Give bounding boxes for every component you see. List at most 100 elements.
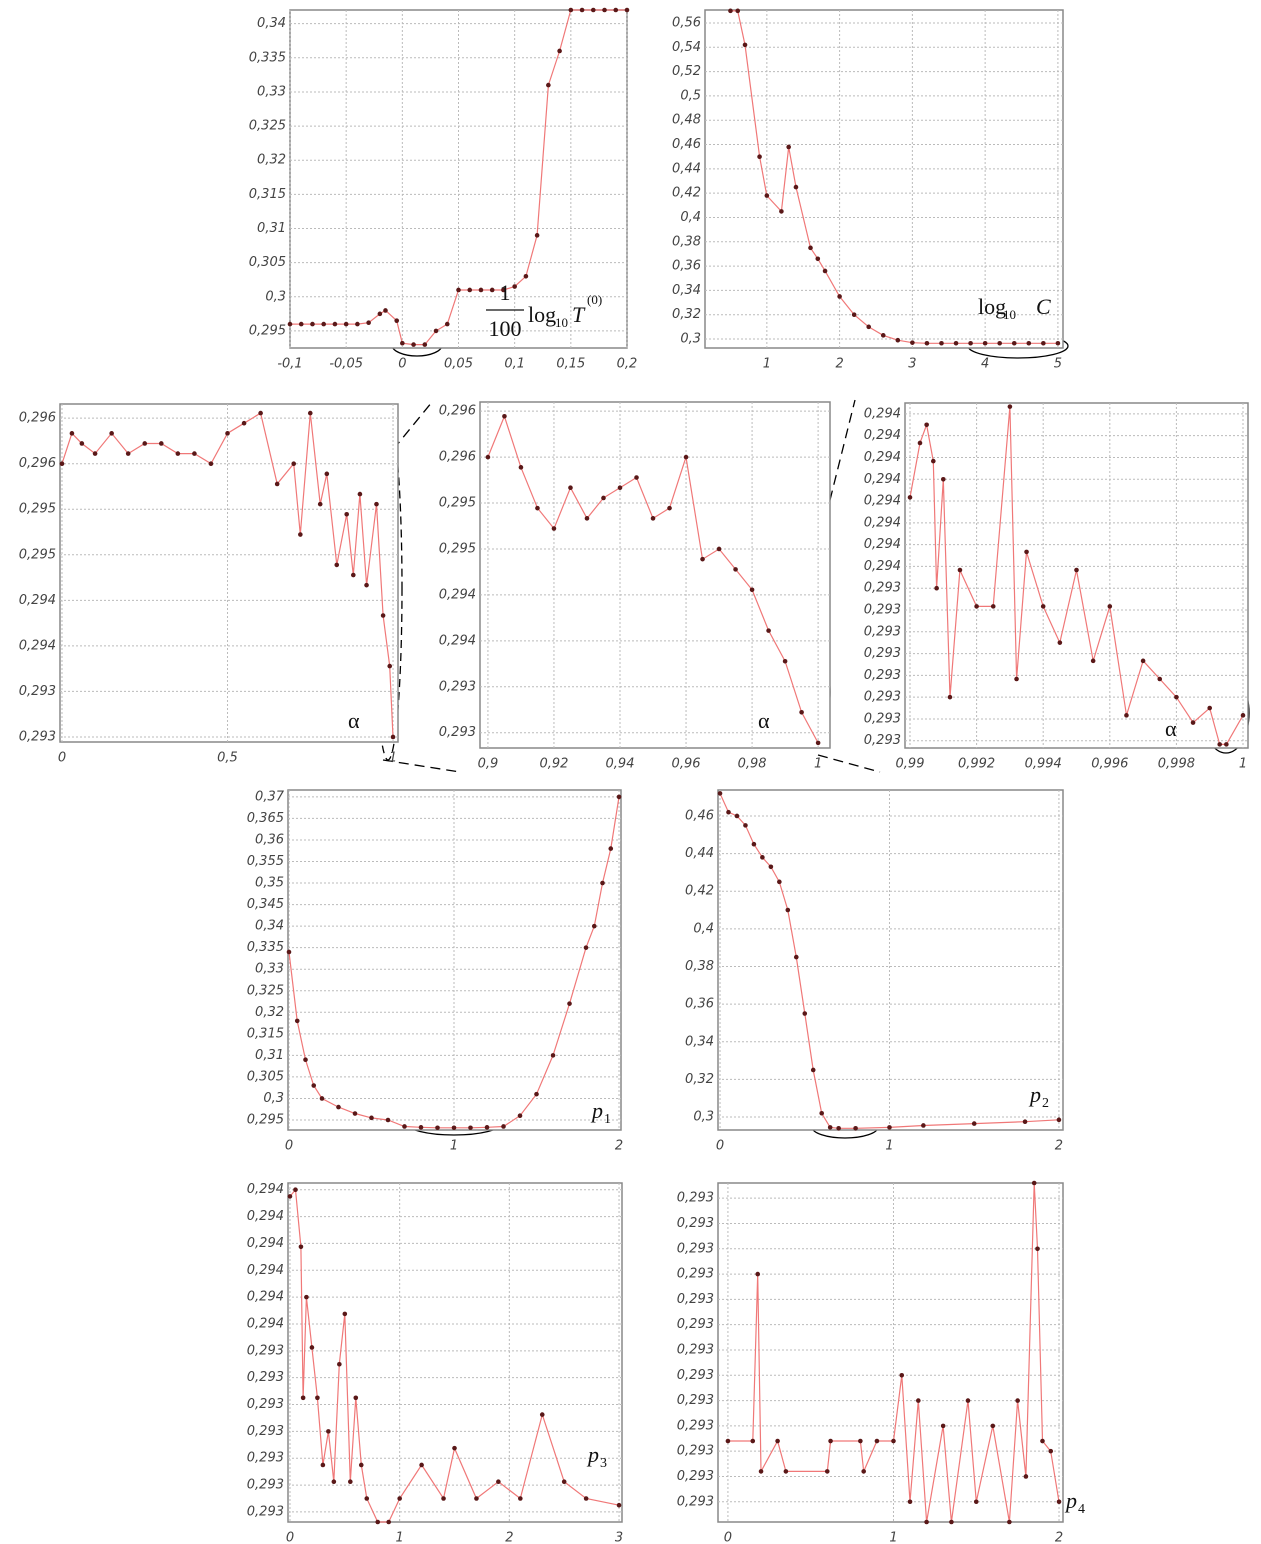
data-point [851, 312, 857, 317]
y-tick-label: 0,32 [685, 1072, 714, 1087]
x-tick-label: 0 [58, 751, 66, 766]
data-point [608, 846, 614, 851]
data-point [159, 441, 164, 446]
data-point [1026, 340, 1032, 346]
data-point [1056, 1117, 1062, 1123]
data-point [775, 1438, 780, 1444]
plot-area [59, 403, 399, 743]
data-point [208, 461, 214, 467]
y-tick-label: 0,293 [247, 1343, 284, 1358]
data-point [79, 441, 85, 446]
data-point [971, 1121, 977, 1126]
data-point [808, 245, 813, 251]
x-tick-label: 0 [286, 1531, 294, 1544]
annotation: log [528, 302, 556, 327]
x-tick-label: 0,1 [504, 357, 525, 372]
data-point [451, 1125, 457, 1131]
data-point [435, 1125, 440, 1131]
annotation: p [590, 1098, 603, 1123]
data-point [1217, 742, 1222, 747]
data-point [468, 1125, 473, 1131]
y-tick-label: 0,293 [864, 581, 901, 596]
data-point [561, 1479, 567, 1485]
y-tick-label: 0,294 [247, 1182, 284, 1197]
data-point [1207, 705, 1213, 711]
data-point [861, 1469, 866, 1474]
y-tick-label: 0,52 [672, 64, 701, 79]
y-tick-label: 0,294 [247, 1316, 284, 1331]
data-point [319, 1096, 325, 1101]
data-point [613, 7, 619, 13]
data-point [394, 318, 400, 323]
annotation: 3 [600, 1456, 607, 1471]
data-point [1024, 549, 1029, 555]
y-tick-label: 0,293 [677, 1191, 714, 1206]
data-point [758, 1469, 764, 1474]
data-point [755, 1271, 761, 1277]
data-point [939, 340, 944, 346]
data-point [331, 1479, 337, 1485]
y-tick-label: 0,295 [247, 1113, 284, 1128]
data-point [749, 587, 755, 593]
x-tick-label: 0,5 [217, 751, 238, 766]
data-point [551, 526, 557, 531]
y-tick-label: 0,295 [249, 323, 286, 338]
annotation: T [572, 302, 586, 327]
chart: 0 1 2 3 0,293 0,293 0,293 0,293 0,293 0,293 0,293 0… [247, 1182, 623, 1544]
data-point [766, 628, 771, 633]
data-point [734, 813, 740, 819]
data-point [924, 1519, 929, 1525]
data-point [344, 512, 349, 517]
plot-area [717, 1182, 1064, 1523]
y-tick-label: 0,54 [672, 40, 701, 55]
data-point [837, 294, 842, 299]
data-point [815, 256, 821, 262]
y-tick-label: 0,293 [19, 684, 56, 699]
data-point [1011, 340, 1017, 346]
data-point [390, 734, 396, 740]
x-tick-label: 1 [814, 757, 822, 772]
y-tick-label: 0,293 [439, 679, 476, 694]
y-tick-label: 0,48 [672, 113, 701, 128]
chart: 0 1 20,30,320,340,360,380,40,420,440,46p 2 [685, 789, 1064, 1154]
data-point [1022, 1119, 1028, 1125]
data-point [1140, 658, 1146, 664]
data-point [751, 841, 757, 847]
y-tick-label: 0,293 [677, 1469, 714, 1484]
y-tick-label: 0,44 [685, 846, 714, 861]
data-point [274, 481, 280, 487]
y-tick-label: 0,31 [257, 221, 286, 236]
data-point [617, 485, 623, 491]
y-tick-label: 0,325 [249, 119, 286, 134]
x-tick-label: 0 [716, 1139, 724, 1154]
data-point [557, 48, 562, 54]
y-tick-label: 0,294 [864, 428, 901, 443]
data-point [1014, 676, 1019, 682]
y-tick-label: 0,32 [672, 307, 701, 322]
data-point [836, 1126, 841, 1131]
data-point [303, 1057, 308, 1062]
data-point [386, 1519, 391, 1525]
x-tick-label: 2 [615, 1139, 623, 1154]
x-tick-label: 0,05 [444, 357, 473, 372]
data-point [815, 740, 821, 746]
data-point [899, 1372, 905, 1378]
data-point [602, 7, 607, 13]
data-point [364, 1496, 370, 1501]
data-point [433, 328, 439, 334]
data-point [757, 154, 762, 159]
data-point [336, 1104, 341, 1110]
data-point [304, 1294, 309, 1300]
data-point [584, 516, 590, 521]
data-point [517, 1113, 523, 1118]
x-tick-label: 0,992 [958, 757, 995, 772]
annotation: α [758, 708, 770, 733]
annotation: 10 [555, 315, 568, 330]
data-point [1240, 713, 1246, 718]
y-tick-label: 0,3 [680, 332, 701, 347]
data-point [258, 410, 263, 416]
x-tick-label: 1 [396, 1531, 404, 1544]
data-point [418, 1125, 424, 1130]
data-point [924, 422, 929, 428]
data-point [940, 1423, 946, 1429]
